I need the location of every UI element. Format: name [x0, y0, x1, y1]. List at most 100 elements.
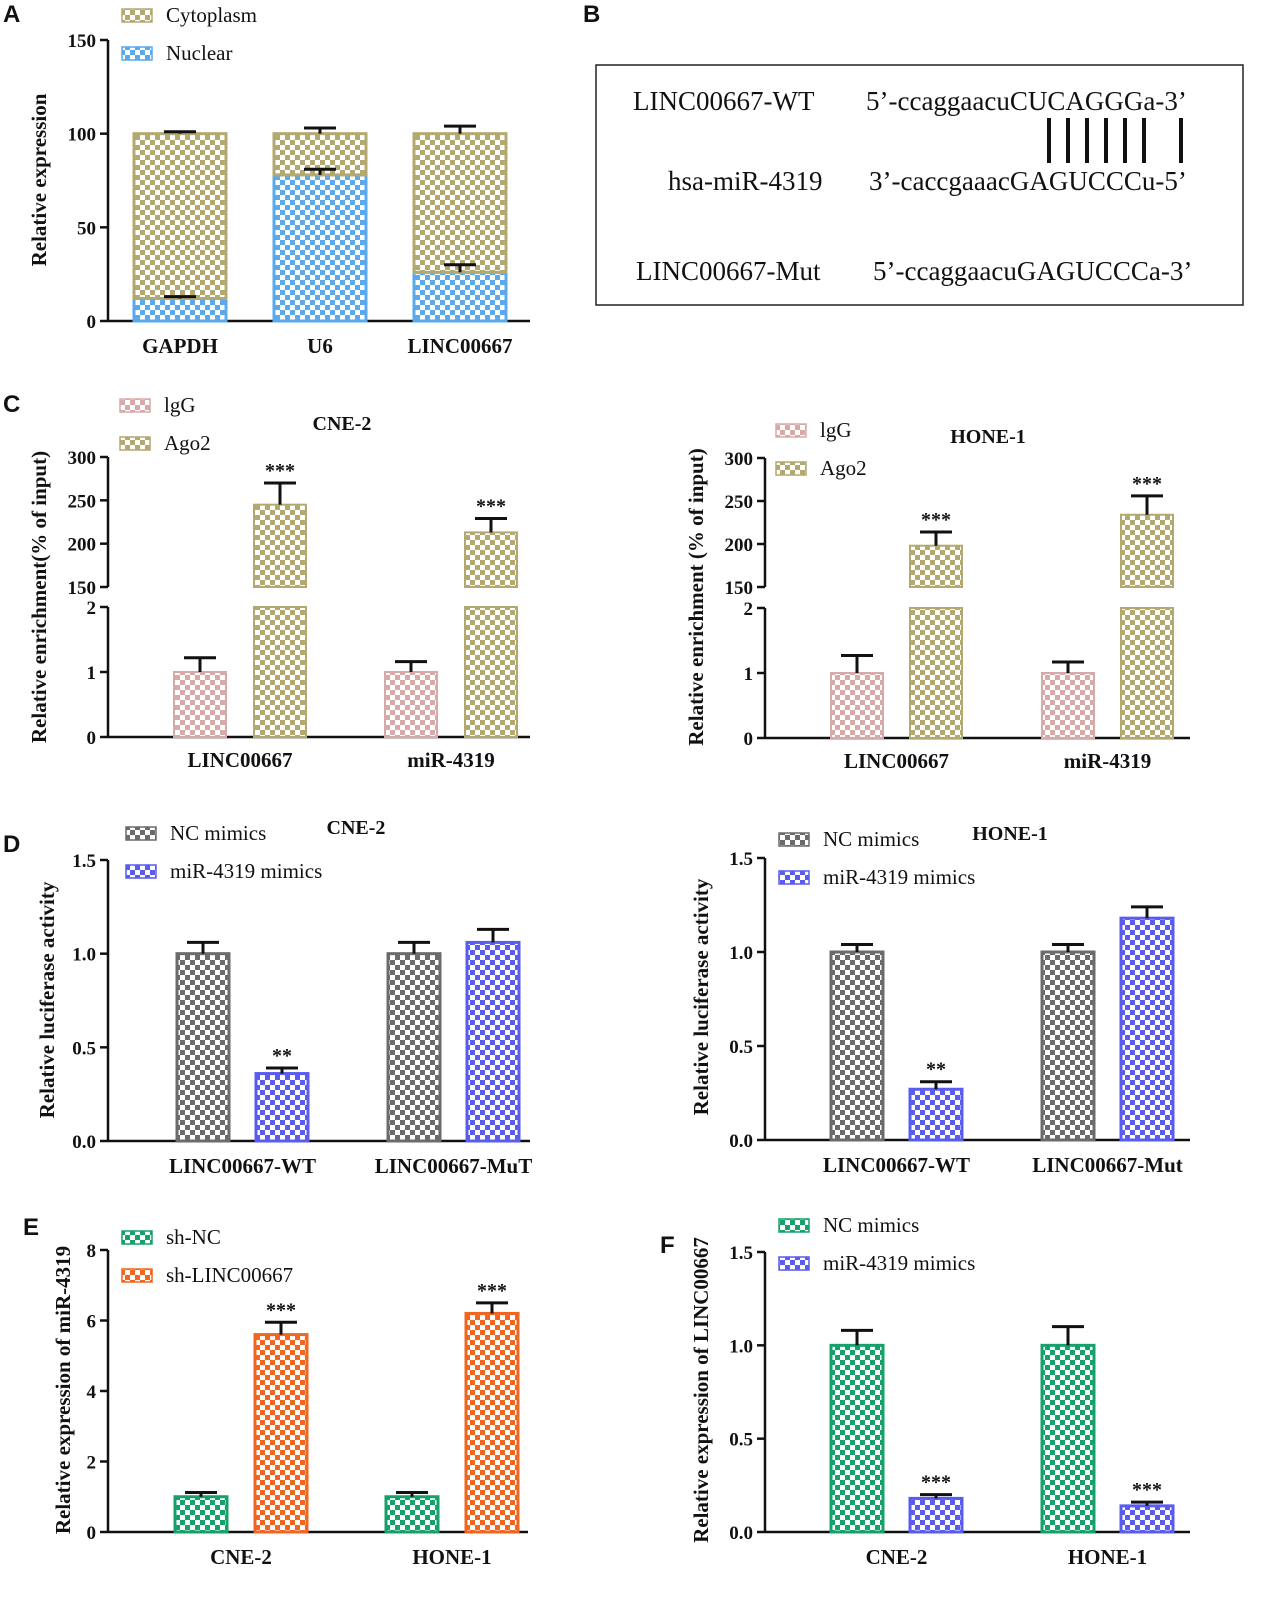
- y-tick-label: 200: [725, 535, 754, 556]
- sequence-box-border: [595, 64, 1244, 306]
- bar-mir-4319-mimics-0: [908, 1496, 964, 1534]
- legend-swatch-1: [121, 1268, 153, 1283]
- legend-swatch-0: [121, 1230, 153, 1245]
- legend-label-0: NC mimics: [823, 1213, 919, 1237]
- bar-mir-4319-mimics-1: [1119, 916, 1175, 1142]
- x-category-label: GAPDH: [142, 334, 218, 358]
- panel-letter-b: B: [583, 1, 600, 28]
- legend-label-1: Ago2: [820, 456, 867, 480]
- chart-title: HONE-1: [972, 823, 1048, 845]
- significance-label: ***: [476, 496, 506, 518]
- mut-label: LINC00667-Mut: [636, 256, 821, 286]
- panel-b-sequence-box: LINC00667-WT 5’-ccaggaacuCUCAGGGa-3’ hsa…: [595, 64, 1244, 306]
- bar-lower-ago2-0: [909, 607, 963, 739]
- y-axis-title: Relative luciferase activity: [35, 881, 59, 1118]
- y-tick-label: 2: [87, 598, 97, 619]
- y-tick-label: 6: [87, 1312, 97, 1333]
- significance-label: ***: [1132, 1479, 1162, 1501]
- bar-lower-ago2-1: [1120, 607, 1174, 739]
- y-tick-label: 300: [725, 449, 754, 470]
- y-tick-label: 150: [725, 578, 754, 599]
- y-axis-title: Relative enrichment (% of input): [684, 448, 708, 745]
- x-category-label: miR-4319: [407, 748, 495, 772]
- chart-e: Relative expression of miR-4319 sh-NC sh-L…: [51, 1225, 528, 1569]
- significance-label: **: [926, 1059, 946, 1081]
- legend-label-0: Cytoplasm: [166, 3, 257, 27]
- charts: Relative expressionCytoplasmNuclear05010…: [27, 3, 1190, 1569]
- y-tick-label: 100: [68, 125, 97, 146]
- legend-label-1: Ago2: [164, 431, 211, 455]
- y-tick-label: 150: [68, 578, 97, 599]
- chart-d1: CNE-2 Relative luciferase activity NC mimi…: [35, 817, 532, 1178]
- x-category-label: HONE-1: [412, 1545, 491, 1569]
- bar-sh-nc-0: [173, 1495, 229, 1534]
- bar-nuclear-1: [272, 173, 368, 323]
- bar-sh-linc00667-1: [464, 1311, 520, 1534]
- legend-swatch-0: [121, 8, 153, 23]
- y-tick-label: 200: [68, 535, 97, 556]
- bar-upper-ago2-0: [253, 503, 307, 588]
- y-tick-label: 150: [68, 31, 97, 52]
- legend-swatch-0: [125, 826, 157, 841]
- mir-label: hsa-miR-4319: [668, 166, 823, 196]
- bar-cytoplasm-2: [412, 132, 508, 274]
- bar-lgg-1: [1041, 672, 1095, 739]
- chart-title: CNE-2: [313, 413, 372, 435]
- y-tick-label: 2: [744, 599, 754, 620]
- legend-label-0: lgG: [820, 418, 852, 442]
- legend-label-0: lgG: [164, 393, 196, 417]
- legend-label-1: miR-4319 mimics: [823, 1251, 975, 1275]
- y-tick-label: 300: [68, 448, 97, 469]
- y-tick-label: 1.0: [72, 945, 96, 966]
- bar-nc-mimics-1: [1040, 1343, 1096, 1534]
- significance-label: ***: [266, 1299, 296, 1321]
- x-category-label: LINC00667-WT: [169, 1154, 316, 1178]
- y-axis-title: Relative expression of miR-4319: [51, 1246, 75, 1534]
- chart-f: Relative expression of LINC00667 NC mimic…: [689, 1213, 1190, 1569]
- significance-label: ***: [265, 460, 295, 482]
- y-tick-label: 250: [725, 492, 754, 513]
- y-tick-label: 250: [68, 491, 97, 512]
- y-tick-label: 0.5: [729, 1037, 753, 1058]
- bar-nc-mimics-0: [829, 1343, 885, 1534]
- bar-sh-linc00667-0: [253, 1333, 309, 1534]
- bar-lgg-0: [830, 672, 884, 739]
- y-tick-label: 1.0: [729, 943, 753, 964]
- chart-a: Relative expression Cytoplasm Nuclear 0 50 10…: [27, 3, 530, 358]
- y-tick-label: 1.0: [729, 1336, 753, 1357]
- legend-label-0: sh-NC: [166, 1225, 221, 1249]
- bar-mir-4319-mimics-1: [1119, 1504, 1175, 1534]
- y-tick-label: 0.5: [729, 1430, 753, 1451]
- panel-letter-a: A: [3, 1, 20, 28]
- bar-mir-4319-mimics-1: [465, 940, 521, 1143]
- y-tick-label: 0: [87, 728, 97, 749]
- legend-swatch-1: [125, 864, 157, 879]
- panel-letter-e: E: [23, 1214, 39, 1241]
- bar-lgg-1: [384, 671, 438, 738]
- bar-nuclear-2: [412, 270, 508, 323]
- panel-letter-c: C: [3, 391, 20, 418]
- legend-label-1: miR-4319 mimics: [170, 859, 322, 883]
- y-tick-label: 0: [744, 729, 754, 750]
- legend-swatch-1: [778, 870, 810, 885]
- y-axis-title: Relative enrichment(% of input): [27, 451, 51, 743]
- bar-nuclear-0: [132, 297, 228, 323]
- legend-swatch-0: [119, 398, 151, 413]
- legend-swatch-0: [778, 832, 810, 847]
- y-tick-label: 1: [87, 663, 97, 684]
- legend-swatch-0: [778, 1218, 810, 1233]
- bar-sh-nc-1: [384, 1495, 440, 1534]
- x-category-label: CNE-2: [210, 1545, 272, 1569]
- chart-c1: CNE-2 Relative enrichment(% of input) lgG A…: [27, 393, 530, 772]
- bar-nc-mimics-0: [175, 952, 231, 1143]
- y-tick-label: 2: [87, 1453, 97, 1474]
- y-axis-title: Relative expression: [27, 93, 51, 266]
- panel-letter-f: F: [660, 1232, 675, 1259]
- legend-swatch-1: [778, 1256, 810, 1271]
- y-tick-label: 1.5: [72, 851, 96, 872]
- chart-c2: HONE-1 Relative enrichment (% of input) lg…: [684, 418, 1190, 773]
- x-category-label: CNE-2: [866, 1545, 928, 1569]
- y-tick-label: 1.5: [729, 1243, 753, 1264]
- wt-sequence: 5’-ccaggaacuCUCAGGGa-3’: [866, 86, 1187, 116]
